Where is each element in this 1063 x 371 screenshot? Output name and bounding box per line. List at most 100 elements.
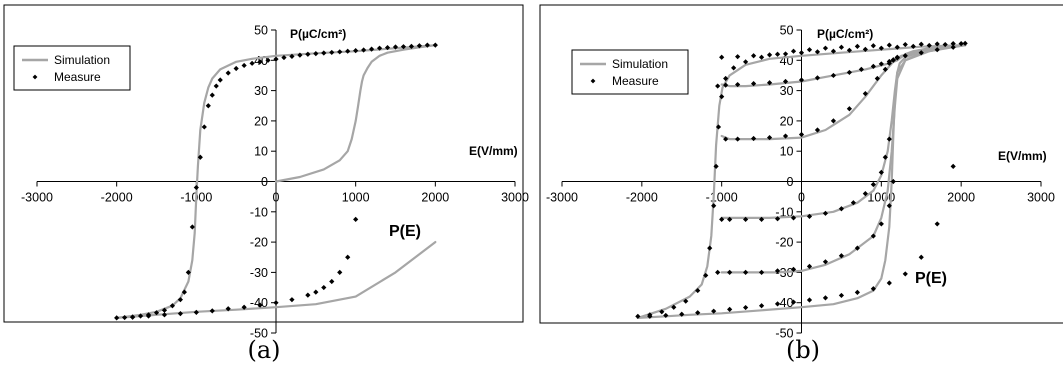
measure-point	[774, 51, 781, 57]
measure-point	[882, 154, 888, 160]
x-axis-title: E(V/mm)	[998, 149, 1047, 163]
measure-point	[882, 66, 888, 72]
measure-point	[774, 301, 781, 307]
measure-point	[353, 48, 359, 54]
legend-measure-label: Measure	[54, 70, 101, 84]
measure-point	[130, 314, 136, 320]
measure-point	[735, 136, 741, 142]
measure-point	[918, 41, 924, 47]
measure-point	[727, 216, 733, 222]
legend-box	[571, 49, 689, 95]
measure-point	[209, 308, 215, 314]
measure-point	[758, 54, 765, 60]
legend-measure-swatch	[590, 78, 596, 84]
simulation-curve	[720, 44, 967, 141]
y-tick-label: 30	[780, 84, 794, 98]
x-axis-title: E(V/mm)	[469, 144, 518, 158]
x-tick-label: -3000	[546, 191, 578, 205]
measure-point	[719, 54, 725, 60]
y-axis-title: P(µC/cm²)	[817, 27, 873, 41]
x-tick-label: 3000	[1027, 191, 1055, 205]
measure-point	[723, 75, 729, 82]
y-tick-label: -50	[250, 327, 268, 341]
measure-point	[830, 72, 837, 79]
measure-point	[205, 103, 211, 109]
measure-point	[886, 42, 892, 48]
measure-point	[743, 216, 749, 222]
measure-point	[934, 221, 940, 227]
measure-point	[225, 70, 231, 76]
measure-point	[273, 56, 279, 62]
measure-point	[177, 297, 183, 303]
measure-point	[854, 43, 860, 49]
measure-point	[894, 55, 900, 61]
x-tick-label: 2000	[947, 191, 975, 205]
y-tick-label: -10	[250, 205, 268, 219]
measure-point	[305, 292, 311, 298]
measure-point	[345, 254, 351, 260]
measure-point	[862, 191, 868, 197]
y-axis-title: P(µC/cm²)	[290, 27, 346, 41]
measure-point	[814, 127, 821, 133]
measure-point	[862, 91, 868, 97]
measure-point	[177, 311, 183, 317]
measure-point	[878, 169, 884, 176]
measure-point	[376, 45, 383, 51]
measure-point	[345, 48, 351, 54]
measure-point	[958, 41, 964, 47]
measure-point	[273, 300, 279, 306]
measure-point	[181, 289, 187, 295]
measure-point	[934, 47, 940, 53]
measure-point	[719, 216, 725, 222]
measure-point	[838, 292, 845, 299]
measure-point	[766, 134, 773, 141]
measure-point	[321, 50, 327, 56]
y-tick-label: -50	[775, 327, 793, 341]
measure-point	[918, 50, 924, 56]
measure-point	[854, 289, 860, 295]
measure-point	[321, 284, 327, 291]
simulation-curve	[274, 44, 437, 183]
measure-point	[822, 259, 829, 265]
measure-point	[408, 43, 415, 49]
measure-point	[289, 53, 295, 59]
measure-point	[822, 295, 829, 301]
x-tick-label: -2000	[626, 191, 658, 205]
measure-point	[878, 61, 884, 67]
measure-point	[838, 206, 845, 212]
measure-point	[751, 135, 757, 142]
measure-point	[384, 44, 391, 51]
measure-point	[886, 280, 892, 286]
legend-simulation-label: Simulation	[612, 57, 668, 71]
measure-point	[161, 307, 168, 313]
panel-a-frame	[3, 4, 524, 323]
y-tick-label: 20	[254, 114, 268, 128]
measure-point	[213, 83, 219, 89]
measure-point	[719, 94, 725, 100]
simulation-curve	[115, 44, 437, 319]
measure-point	[337, 49, 343, 55]
measure-point	[830, 118, 837, 124]
measure-point	[416, 43, 422, 49]
measure-point	[902, 271, 908, 277]
measure-point	[766, 52, 773, 58]
measure-point	[400, 44, 407, 50]
measure-point	[806, 263, 813, 269]
measure-point	[337, 269, 343, 275]
measure-point	[193, 184, 199, 191]
measure-point	[798, 77, 805, 83]
measure-point	[798, 50, 805, 56]
measure-point	[727, 306, 733, 312]
measure-point	[329, 49, 335, 56]
measure-point	[679, 311, 685, 317]
measure-point	[233, 65, 239, 72]
measure-point	[886, 58, 892, 65]
measure-point	[683, 298, 689, 304]
measure-point	[297, 52, 303, 58]
x-tick-label: -2000	[101, 191, 133, 205]
measure-point	[942, 41, 948, 48]
y-tick-label: 0	[787, 175, 794, 189]
measure-point	[695, 287, 701, 294]
measure-point	[727, 269, 733, 275]
